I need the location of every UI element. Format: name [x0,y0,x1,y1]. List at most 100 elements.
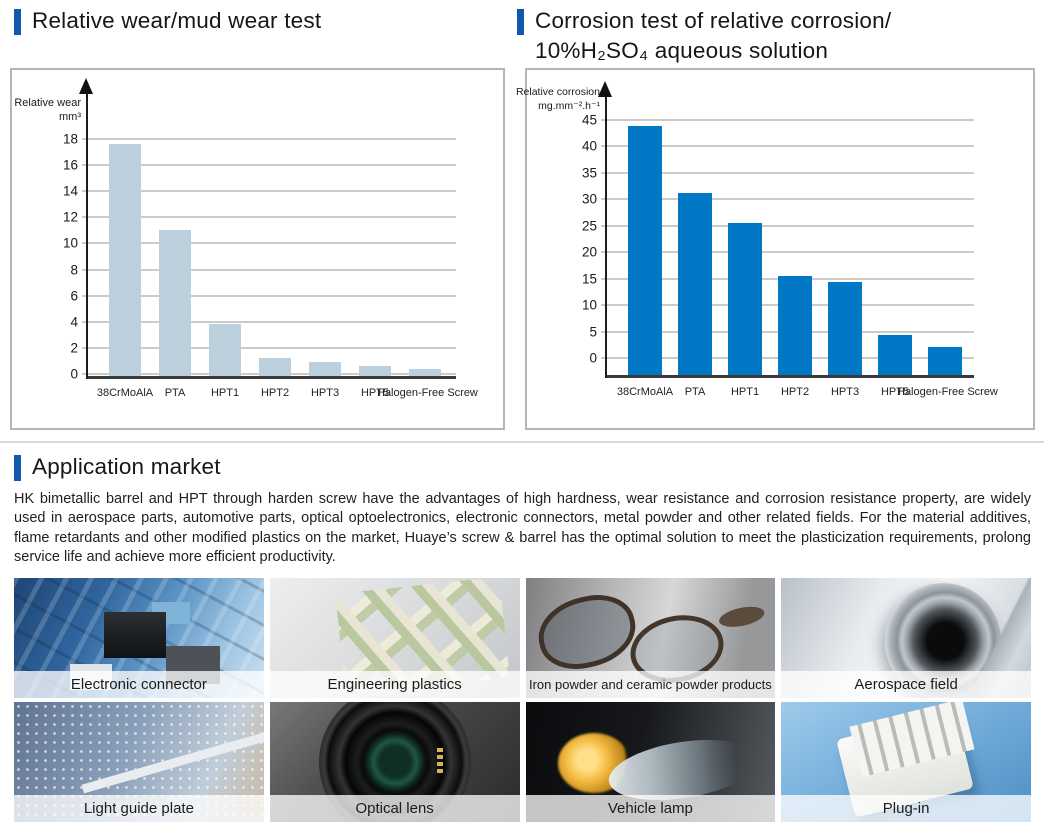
application-paragraph: HK bimetallic barrel and HPT through har… [14,491,1031,566]
x-category-label: HPT3 [310,387,340,399]
gridline [601,145,974,148]
application-tile-engineering-plastics: Engineering plastics [269,578,520,698]
wear-title-text: Relative wear/mud wear test [32,8,322,33]
y-tick-label: 14 [62,183,78,199]
y-tick-label: 12 [62,209,78,225]
gridline [82,346,456,349]
x-category-label: 38CrMoAlA [96,387,154,399]
y-tick-label: 4 [70,314,78,330]
application-tile-vehicle-lamp: Vehicle lamp [525,702,776,822]
corrosion-title-text: Corrosion test of relative corrosion/ 10… [535,6,891,66]
y-tick-label: 10 [581,297,597,313]
tile-caption: Plug-in [781,795,1031,822]
corrosion-section-title: Corrosion test of relative corrosion/ 10… [517,6,891,66]
application-section-title: Application market [14,452,221,482]
gridline [601,119,974,121]
gridline [82,190,456,193]
x-axis-line [605,375,974,378]
x-category-label: Halogen-Free Screw [377,387,478,399]
wear-chart-panel: Relative wear mm³ 18 16 14 12 10 8 6 4 2 0 38CrMoAlA… [10,68,505,430]
corrosion-title-line1: Corrosion test of relative corrosion/ [535,8,892,33]
y-axis-label: Relative wear mm³ [14,97,81,123]
application-tile-optical-lens: Optical lens [269,702,520,822]
x-category-label: HPT2 [260,387,290,399]
y-axis-label: Relative corrosion mg.mm⁻².h⁻¹ [515,86,600,112]
corrosion-title-line2: 10%H₂SO₄ aqueous solution [535,38,829,63]
y-tick-label: 20 [581,244,597,260]
bar-HPT3 [828,282,862,375]
y-tick-label: 18 [62,131,78,147]
gridline [82,242,456,245]
x-category-label: HPT1 [210,387,240,399]
bar-HPT5 [878,334,912,375]
y-tick-label: 25 [581,218,597,234]
application-tile-plug-in: Plug-in [781,702,1031,822]
y-tick-label: 5 [589,324,597,340]
x-category-label: PTA [684,386,706,398]
gridline [82,138,456,140]
y-tick-label: 0 [70,366,78,382]
application-tile-grid: Electronic connector Engineering plastics… [14,578,1031,822]
y-tick-label: 6 [70,288,78,304]
gridline [82,164,456,167]
gridline [82,294,456,297]
title-accent-bar [14,9,21,35]
x-axis-line [86,376,456,379]
gridline [82,320,456,323]
gridline [601,224,974,227]
y-tick-label: 8 [70,262,78,278]
tile-caption: Light guide plate [14,795,264,822]
title-accent-bar [14,455,21,481]
y-axis-line [86,92,88,379]
corrosion-chart-panel: Relative corrosion mg.mm⁻².h⁻¹ 45 40 35 30 25 2… [516,68,1035,430]
x-category-label: PTA [164,387,186,399]
tile-caption: Electronic connector [14,671,264,698]
x-category-label: HPT5 [880,386,910,398]
bar-PTA [159,230,191,376]
bar-HPT2 [259,358,291,376]
wear-section-title: Relative wear/mud wear test [14,6,321,36]
bar-38CrMoAlA [109,144,141,376]
y-axis-arrowhead [598,81,612,97]
application-tile-electronic-connector: Electronic connector [14,578,264,698]
y-tick-label: 35 [581,165,597,181]
bar-PTA [678,192,712,375]
gridline [601,251,974,254]
x-category-label: HPT1 [730,386,760,398]
gridline [601,171,974,174]
bar-HPT1 [728,222,762,375]
y-tick-label: 10 [62,235,78,251]
y-tick-label: 0 [589,350,597,366]
application-title-text: Application market [32,454,221,479]
tile-caption: Iron powder and ceramic powder products [525,671,776,698]
tile-caption: Engineering plastics [269,671,520,698]
x-category-label: Halogen-Free Screw [897,386,998,398]
gridline [601,198,974,201]
application-tile-aerospace-field: Aerospace field [781,578,1031,698]
bar-HPT1 [209,324,241,376]
tile-caption: Vehicle lamp [525,795,776,822]
bar-Halogen-Free Screw [409,368,441,376]
y-tick-label: 30 [581,191,597,207]
application-tile-iron-powder-and-ceramic-powder-products: Iron powder and ceramic powder products [525,578,776,698]
gridline [82,216,456,219]
x-category-label: HPT2 [780,386,810,398]
bar-HPT3 [309,362,341,376]
x-category-label: 38CrMoAlA [616,386,674,398]
x-category-label: HPT5 [360,387,390,399]
tile-caption: Aerospace field [781,671,1031,698]
y-tick-label: 16 [62,157,78,173]
bar-Halogen-Free Screw [928,346,962,375]
y-tick-label: 45 [581,112,597,128]
y-tick-label: 2 [70,340,78,356]
title-accent-bar [517,9,524,35]
bar-38CrMoAlA [628,126,662,375]
y-tick-label: 15 [581,271,597,287]
bar-HPT5 [359,366,391,376]
bar-HPT2 [778,276,812,375]
application-tile-light-guide-plate: Light guide plate [14,702,264,822]
x-category-label: HPT3 [830,386,860,398]
y-axis-arrowhead [79,78,93,94]
tile-caption: Optical lens [269,795,520,822]
